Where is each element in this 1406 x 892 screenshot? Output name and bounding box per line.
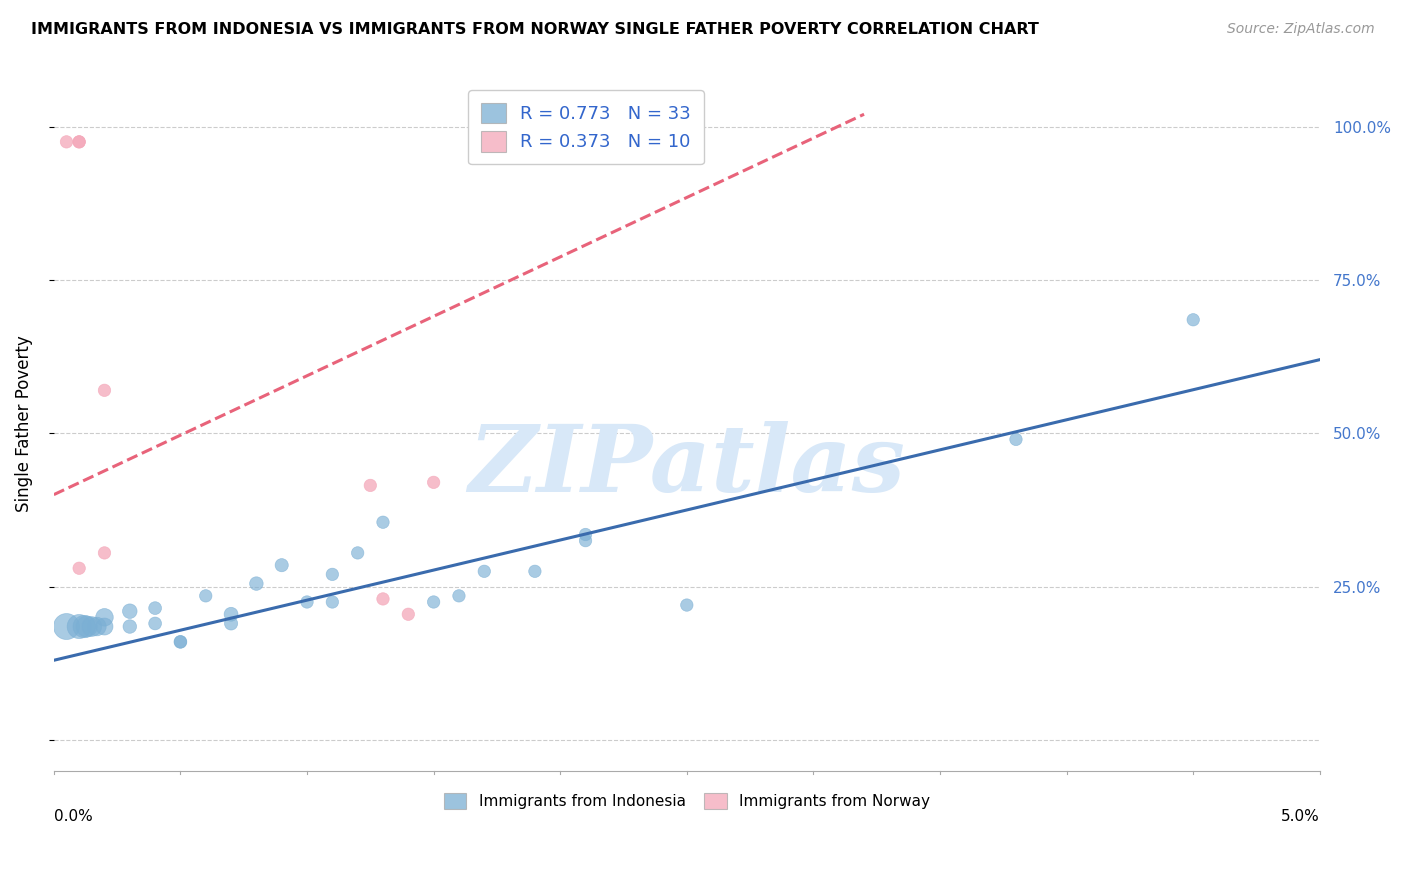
Point — [80, 619, 103, 633]
Legend: Immigrants from Indonesia, Immigrants from Norway: Immigrants from Indonesia, Immigrants fr… — [437, 787, 936, 815]
Point — [675, 598, 697, 612]
Y-axis label: Single Father Poverty: Single Father Poverty — [15, 335, 32, 512]
Point — [67, 135, 90, 149]
Text: 5.0%: 5.0% — [1281, 809, 1320, 824]
Point — [55, 135, 77, 149]
Point — [143, 601, 166, 615]
Text: Source: ZipAtlas.com: Source: ZipAtlas.com — [1227, 22, 1375, 37]
Point — [67, 135, 90, 149]
Point — [523, 564, 546, 578]
Text: ZIPatlas: ZIPatlas — [468, 421, 905, 510]
Point — [169, 635, 191, 649]
Point — [1005, 433, 1028, 447]
Point — [67, 561, 90, 575]
Point — [118, 604, 141, 618]
Point — [118, 619, 141, 633]
Text: IMMIGRANTS FROM INDONESIA VS IMMIGRANTS FROM NORWAY SINGLE FATHER POVERTY CORREL: IMMIGRANTS FROM INDONESIA VS IMMIGRANTS … — [31, 22, 1039, 37]
Point — [76, 619, 98, 633]
Text: 0.0%: 0.0% — [53, 809, 93, 824]
Point — [447, 589, 470, 603]
Point — [574, 527, 596, 541]
Point — [472, 564, 495, 578]
Point — [67, 619, 90, 633]
Point — [321, 567, 343, 582]
Point — [321, 595, 343, 609]
Point — [194, 589, 217, 603]
Point — [295, 595, 318, 609]
Point — [55, 619, 77, 633]
Point — [86, 619, 108, 633]
Point — [1182, 312, 1205, 326]
Point — [169, 635, 191, 649]
Point — [422, 595, 444, 609]
Point — [422, 475, 444, 490]
Point — [93, 384, 115, 398]
Point — [219, 607, 242, 622]
Point — [371, 591, 394, 606]
Point — [93, 546, 115, 560]
Point — [574, 533, 596, 548]
Point — [93, 619, 115, 633]
Point — [346, 546, 368, 560]
Point — [143, 616, 166, 631]
Point — [245, 576, 267, 591]
Point — [73, 619, 96, 633]
Point — [371, 515, 394, 529]
Point — [219, 616, 242, 631]
Point — [396, 607, 419, 622]
Point — [359, 478, 381, 492]
Point — [93, 610, 115, 624]
Point — [270, 558, 292, 573]
